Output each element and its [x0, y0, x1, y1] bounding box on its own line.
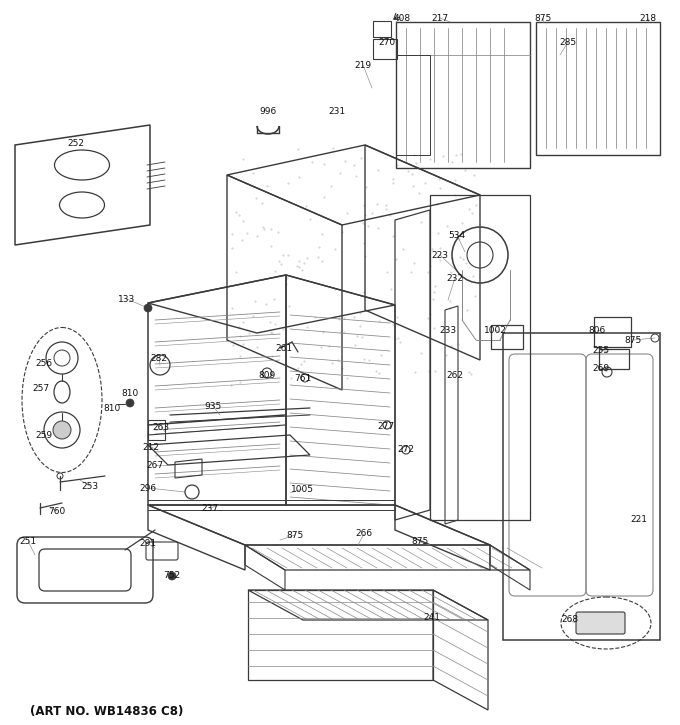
Text: 133: 133: [118, 294, 135, 304]
Text: 277: 277: [377, 421, 394, 431]
Text: 253: 253: [82, 481, 99, 491]
Text: 296: 296: [139, 484, 156, 492]
Text: 262: 262: [447, 370, 464, 379]
Text: 875: 875: [286, 531, 304, 539]
Text: 252: 252: [67, 138, 84, 147]
Text: 534: 534: [448, 231, 466, 239]
Text: 218: 218: [639, 14, 657, 22]
Text: 752: 752: [163, 571, 181, 581]
Text: 232: 232: [447, 273, 464, 283]
Text: 270: 270: [379, 38, 396, 46]
Text: 875: 875: [534, 14, 551, 22]
Text: 810: 810: [121, 389, 139, 397]
Text: 285: 285: [560, 38, 577, 46]
Circle shape: [168, 572, 176, 580]
Text: 233: 233: [439, 326, 456, 334]
Text: 212: 212: [143, 442, 160, 452]
Text: 272: 272: [398, 444, 415, 454]
Text: 291: 291: [139, 539, 156, 549]
Text: 806: 806: [588, 326, 606, 334]
Text: 257: 257: [33, 384, 50, 392]
Text: 266: 266: [356, 529, 373, 539]
Text: 256: 256: [35, 358, 52, 368]
Text: 408: 408: [394, 14, 411, 22]
Text: 935: 935: [205, 402, 222, 410]
Circle shape: [53, 421, 71, 439]
Text: 237: 237: [201, 503, 218, 513]
Text: 761: 761: [294, 373, 311, 383]
Text: 255: 255: [592, 346, 609, 355]
Text: 223: 223: [432, 251, 449, 260]
Text: 875: 875: [411, 537, 428, 547]
Text: 996: 996: [259, 107, 277, 115]
Text: 221: 221: [630, 515, 647, 524]
Text: 1002: 1002: [483, 326, 507, 334]
Text: 760: 760: [48, 507, 66, 515]
Text: 217: 217: [431, 14, 449, 22]
Text: 268: 268: [562, 616, 579, 624]
Text: 261: 261: [275, 344, 292, 352]
Text: 269: 269: [592, 363, 609, 373]
Text: 810: 810: [103, 404, 120, 413]
Text: 251: 251: [20, 536, 37, 545]
Circle shape: [144, 304, 152, 312]
Text: 231: 231: [328, 107, 345, 115]
Text: 875: 875: [624, 336, 642, 344]
Text: 259: 259: [35, 431, 52, 439]
Text: 219: 219: [354, 60, 371, 70]
Text: 241: 241: [424, 613, 441, 623]
Text: 1005: 1005: [290, 484, 313, 494]
Circle shape: [126, 399, 134, 407]
Text: 282: 282: [150, 354, 167, 362]
FancyBboxPatch shape: [576, 612, 625, 634]
Text: 267: 267: [146, 460, 164, 470]
Text: (ART NO. WB14836 C8): (ART NO. WB14836 C8): [30, 705, 184, 718]
Text: 809: 809: [258, 370, 275, 379]
Text: 263: 263: [152, 423, 169, 431]
